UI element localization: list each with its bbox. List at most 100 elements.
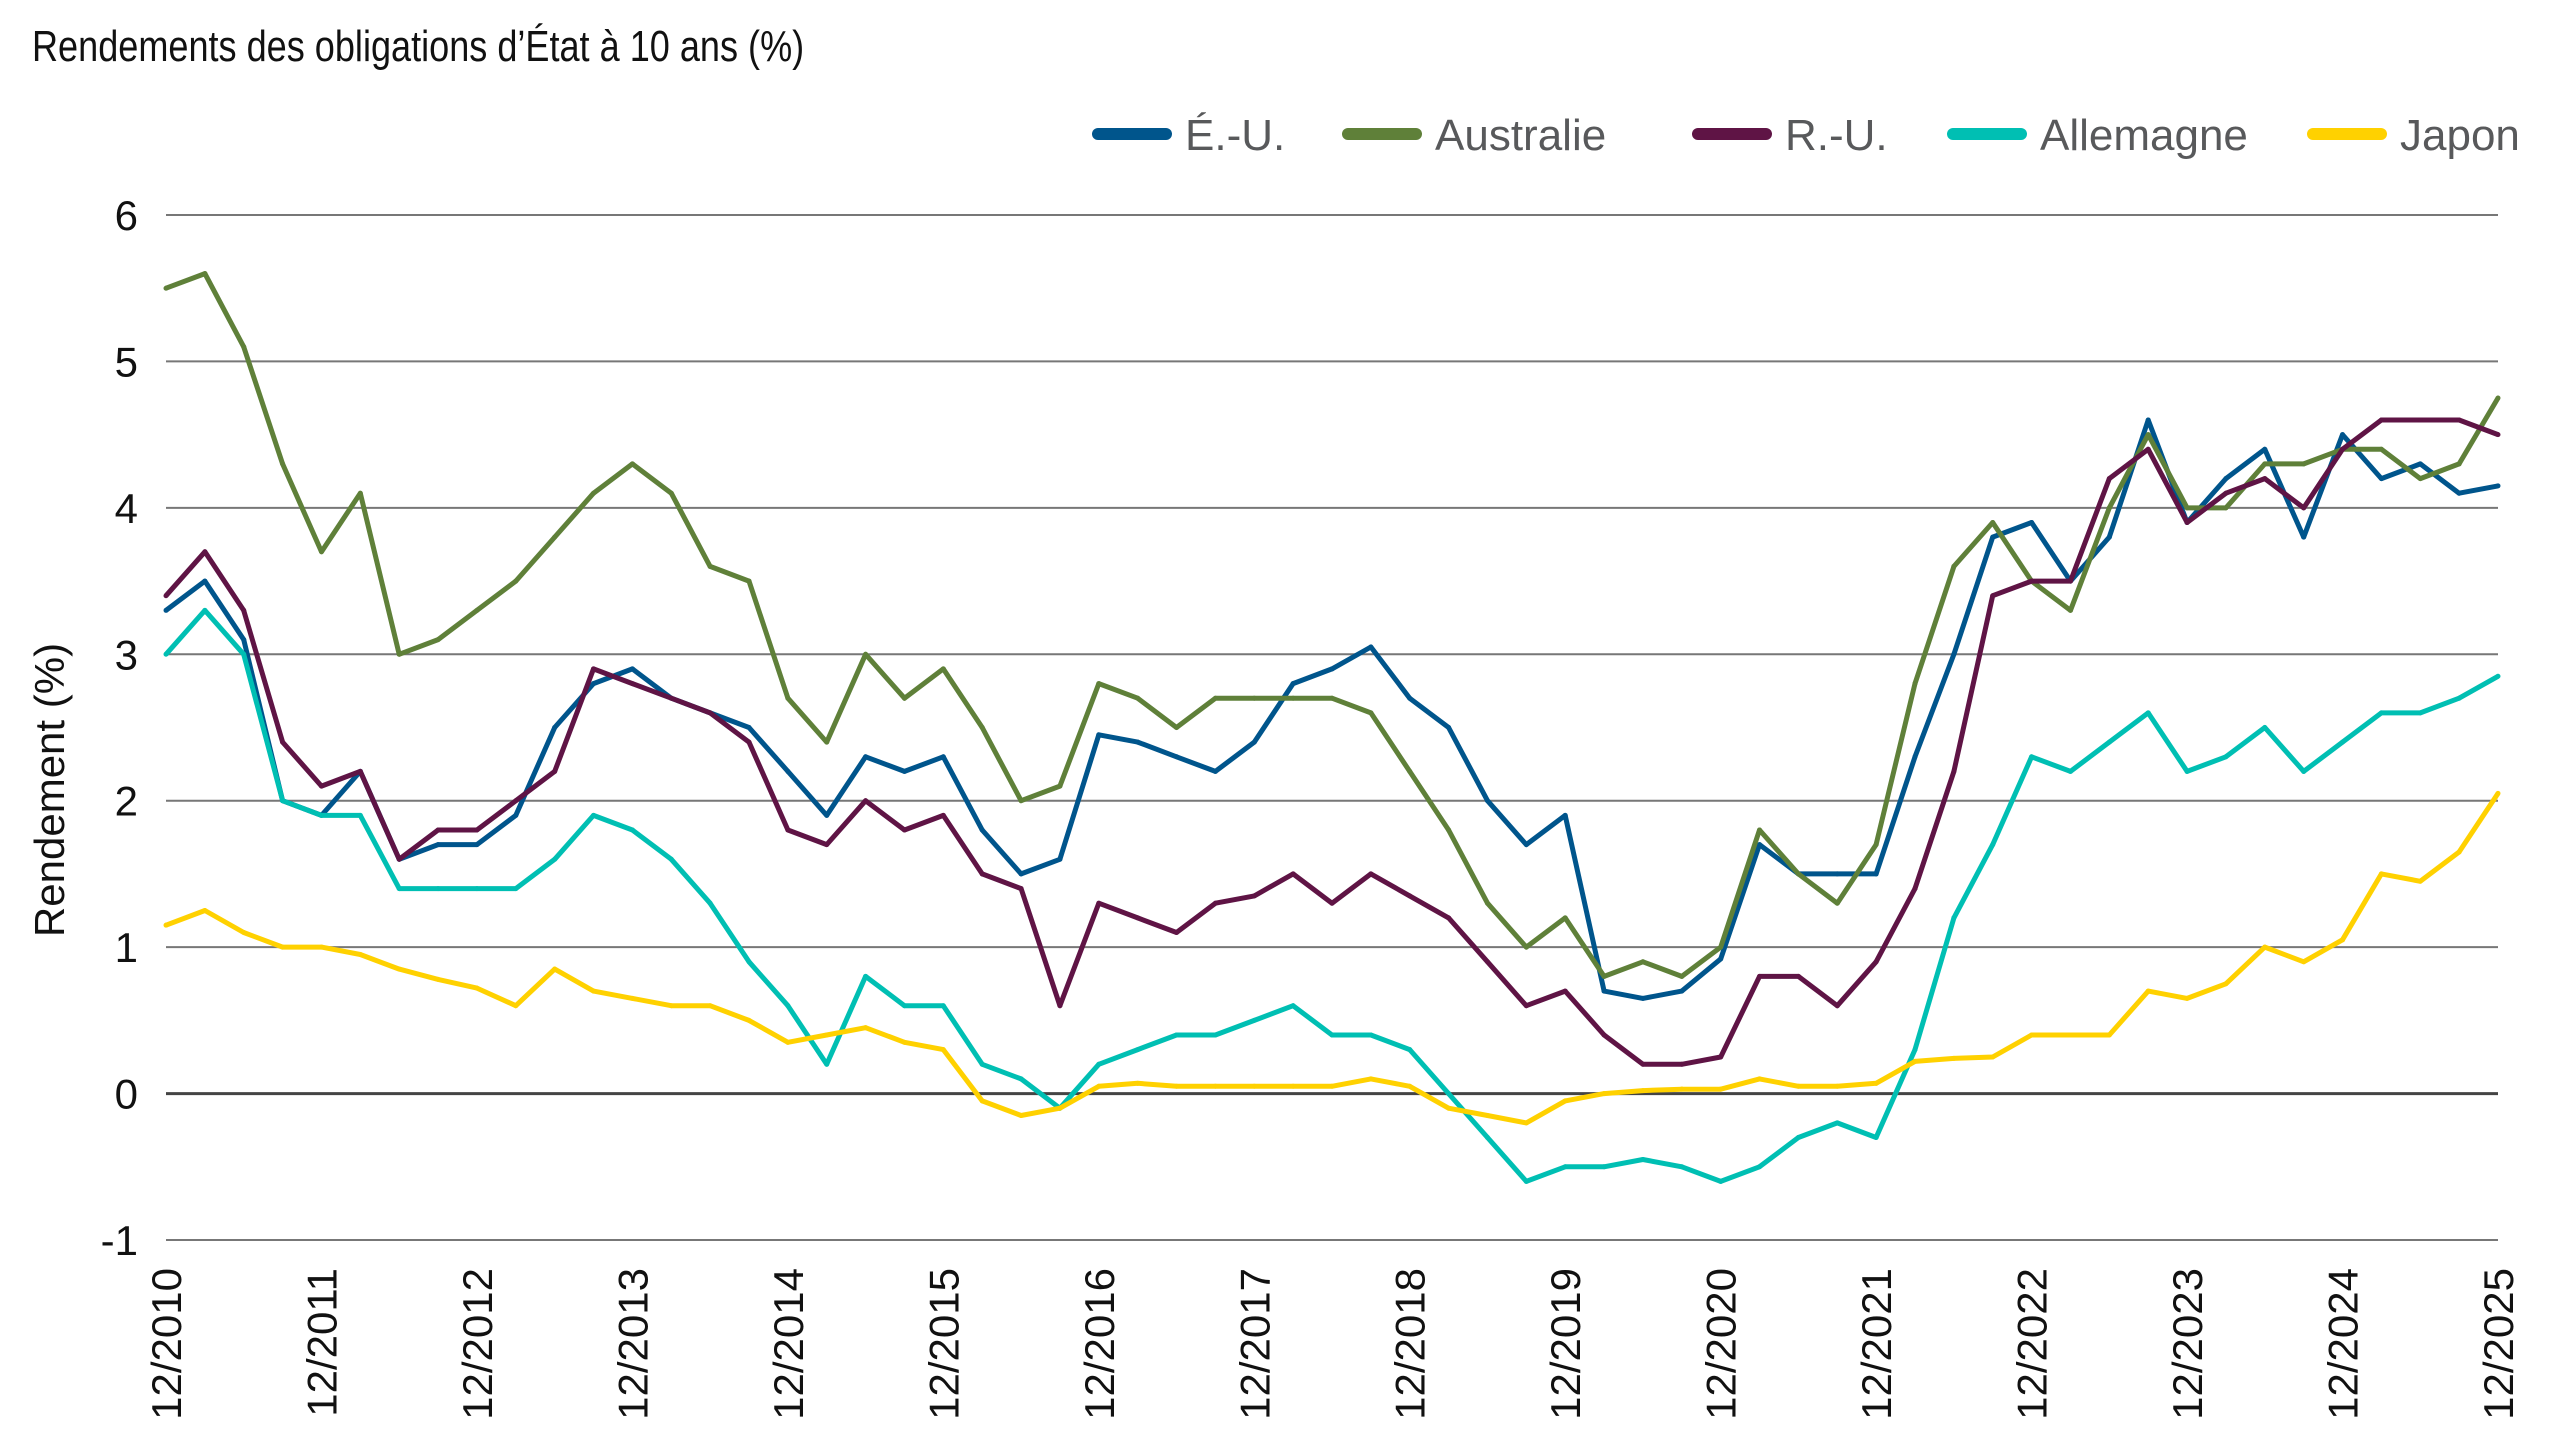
data-point [318, 549, 324, 555]
data-point [668, 490, 674, 496]
series-4 [163, 790, 2501, 1126]
data-point [1757, 973, 1763, 979]
data-point [1834, 1083, 1840, 1089]
y-axis-label: Rendement (%) [26, 643, 73, 937]
data-point [202, 578, 208, 584]
data-point [1368, 1032, 1374, 1038]
data-point [1601, 1091, 1607, 1097]
data-point [435, 886, 441, 892]
data-point [1251, 739, 1257, 745]
data-point [2417, 878, 2423, 884]
series-1 [163, 271, 2501, 979]
data-point [513, 798, 519, 804]
data-point [2301, 534, 2307, 540]
data-point [2223, 490, 2229, 496]
data-point [1446, 827, 1452, 833]
data-point [979, 1061, 985, 1067]
data-point [1368, 871, 1374, 877]
data-point [202, 908, 208, 914]
data-point [1057, 856, 1063, 862]
data-point [2184, 768, 2190, 774]
data-point [1096, 732, 1102, 738]
data-point [163, 285, 169, 291]
data-point [1135, 695, 1141, 701]
y-tick-label: 6 [115, 192, 138, 239]
data-point [2340, 937, 2346, 943]
data-point [785, 695, 791, 701]
data-point [396, 651, 402, 657]
legend-item-2: R.-U. [1692, 111, 1888, 160]
data-point [940, 812, 946, 818]
data-point [1212, 900, 1218, 906]
data-point [785, 827, 791, 833]
data-point [824, 739, 830, 745]
data-point [979, 725, 985, 730]
data-point [863, 973, 869, 979]
data-point [435, 842, 441, 848]
data-point [2106, 534, 2112, 540]
data-point [513, 578, 519, 584]
data-point [863, 1025, 869, 1031]
legend-label: Allemagne [2040, 111, 2248, 160]
data-point [1679, 1164, 1685, 1170]
data-point [2495, 395, 2501, 401]
y-tick-label: -1 [101, 1217, 138, 1264]
data-point [2378, 871, 2384, 877]
x-tick-label: 12/2025 [2475, 1268, 2522, 1420]
data-point [1018, 1113, 1024, 1119]
x-tick-label: 12/2017 [1231, 1268, 1278, 1420]
data-point [746, 739, 752, 745]
data-point [824, 812, 830, 818]
data-point [1057, 1105, 1063, 1111]
data-point [940, 1047, 946, 1053]
data-point [1640, 995, 1646, 1001]
data-point [1718, 1178, 1724, 1184]
data-point [202, 549, 208, 555]
data-point [629, 827, 635, 833]
data-point [280, 461, 286, 467]
data-point [396, 856, 402, 862]
data-point [1018, 1076, 1024, 1082]
data-point [1873, 1135, 1879, 1140]
data-point [1407, 1047, 1413, 1053]
data-point [2378, 710, 2384, 716]
data-point [2067, 1032, 2073, 1038]
data-point [1212, 695, 1218, 701]
data-point [552, 966, 558, 972]
data-point [202, 607, 208, 613]
data-point [591, 988, 597, 994]
data-point [2495, 432, 2501, 438]
data-point [1757, 842, 1763, 848]
data-point [785, 1003, 791, 1009]
data-point [1135, 1047, 1141, 1053]
data-point [1951, 563, 1957, 569]
data-point [1174, 1083, 1180, 1089]
data-point [668, 695, 674, 701]
data-point [1757, 827, 1763, 833]
data-point [1718, 1086, 1724, 1092]
data-point [2223, 754, 2229, 760]
data-point [1562, 812, 1568, 818]
data-point [1368, 710, 1374, 716]
data-point [1290, 871, 1296, 877]
data-point [1290, 1083, 1296, 1089]
data-point [1135, 739, 1141, 745]
data-point [2184, 995, 2190, 1001]
data-point [1407, 768, 1413, 774]
data-point [1484, 900, 1490, 906]
data-point [863, 754, 869, 760]
chart-title: Rendements des obligations d’État à 10 a… [32, 22, 805, 71]
data-point [318, 944, 324, 950]
data-point [1096, 1061, 1102, 1067]
data-point [2145, 710, 2151, 716]
data-point [396, 966, 402, 972]
data-point [746, 578, 752, 584]
data-point [2301, 768, 2307, 774]
series-3 [163, 607, 2501, 1184]
data-point [1795, 871, 1801, 877]
x-tick-label: 12/2020 [1698, 1268, 1745, 1420]
data-point [2145, 417, 2151, 423]
data-point [1718, 944, 1724, 950]
data-point [2301, 959, 2307, 965]
data-point [1523, 1120, 1529, 1126]
